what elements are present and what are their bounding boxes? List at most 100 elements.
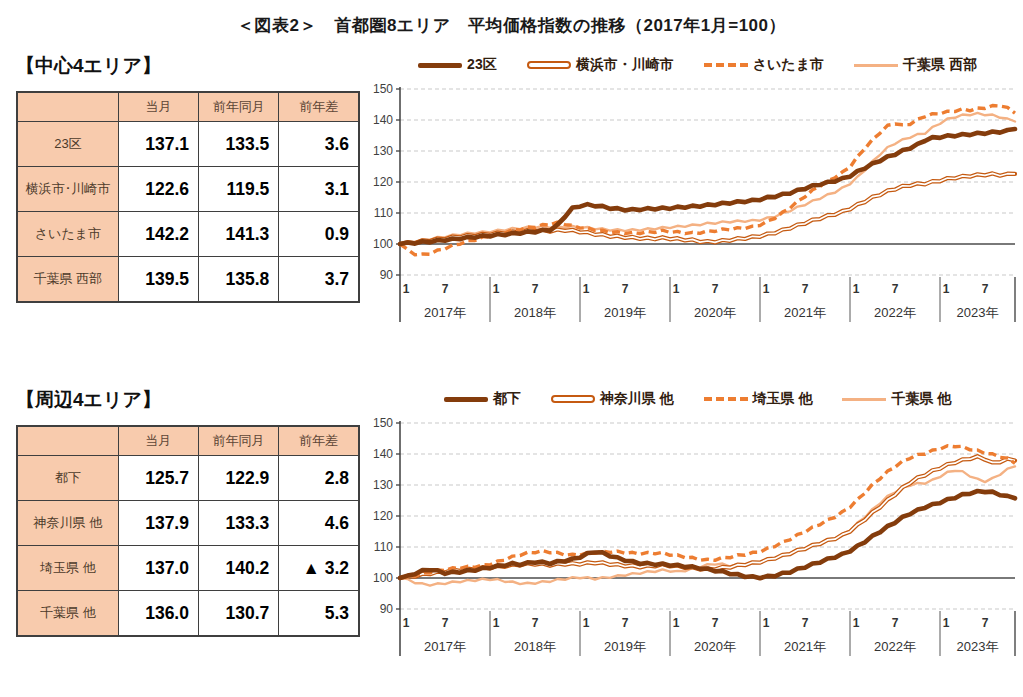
col-header-prev-year-month: 前年同月 [199, 92, 279, 122]
row-label: 横浜市･川崎市 [17, 167, 118, 212]
legend-label: 神奈川県 他 [600, 390, 674, 408]
central-price-index-chart: 90100110120130140150172017年172018年172019… [370, 79, 1023, 327]
axis-label: 7 [892, 616, 899, 630]
row-label: 神奈川県 他 [17, 501, 118, 546]
table-row: 神奈川県 他 137.9 133.3 4.6 [17, 501, 359, 546]
central-section-heading: 【中心4エリア】 [16, 53, 360, 79]
surrounding-left-column: 【周辺4エリア】 当月 前年同月 前年差 都下 125.7 122.9 2.8 … [16, 387, 360, 665]
axis-label: 2021年 [784, 639, 826, 654]
surrounding-area-table: 当月 前年同月 前年差 都下 125.7 122.9 2.8 神奈川県 他 13… [16, 425, 360, 637]
axis-label: 2018年 [514, 305, 556, 320]
legend-item: 横浜市・川崎市 [527, 56, 674, 74]
table-header-row: 当月 前年同月 前年差 [17, 426, 359, 456]
table-corner-cell [17, 426, 118, 456]
legend-item: さいたま市 [704, 56, 824, 74]
axis-label: 7 [442, 282, 449, 296]
axis-label: 7 [982, 282, 989, 296]
axis-label: 2022年 [874, 305, 916, 320]
axis-label: 90 [380, 602, 394, 616]
axis-label: 2018年 [514, 639, 556, 654]
axis-label: 1 [493, 616, 500, 630]
central-area-table: 当月 前年同月 前年差 23区 137.1 133.5 3.6 横浜市･川崎市 … [16, 91, 360, 303]
value-prev-year: 133.5 [199, 122, 279, 167]
col-header-current-month: 当月 [118, 92, 198, 122]
value-current: 136.0 [118, 591, 198, 637]
table-row: 千葉県 他 136.0 130.7 5.3 [17, 591, 359, 637]
legend-thin-line-swatch [842, 398, 886, 401]
value-current: 125.7 [118, 456, 198, 501]
axis-label: 1 [403, 282, 410, 296]
legend-label: 23区 [467, 56, 497, 74]
legend-item: 神奈川県 他 [551, 390, 674, 408]
value-current: 137.1 [118, 122, 198, 167]
axis-label: 7 [802, 616, 809, 630]
legend-label: 横浜市・川崎市 [576, 56, 674, 74]
axis-label: 2017年 [424, 639, 466, 654]
legend-double-line-swatch [551, 395, 595, 403]
section-central-areas: 【中心4エリア】 当月 前年同月 前年差 23区 137.1 133.5 3.6… [0, 53, 1023, 331]
col-header-yoy-diff: 前年差 [279, 92, 359, 122]
axis-label: 7 [982, 616, 989, 630]
axis-label: 7 [892, 282, 899, 296]
axis-label: 90 [380, 268, 394, 282]
surrounding-section-heading: 【周辺4エリア】 [16, 387, 360, 413]
axis-label: 140 [373, 447, 393, 461]
table-row: 都下 125.7 122.9 2.8 [17, 456, 359, 501]
axis-label: 1 [673, 282, 680, 296]
value-current: 137.9 [118, 501, 198, 546]
legend-dashed-line-swatch [704, 397, 748, 401]
col-header-yoy-diff: 前年差 [279, 426, 359, 456]
value-current: 137.0 [118, 546, 198, 591]
central-chart-legend: 23区 横浜市・川崎市 さいたま市 千葉県 西部 [370, 53, 1023, 77]
legend-double-line-swatch [527, 61, 571, 69]
axis-label: 1 [763, 616, 770, 630]
central-left-column: 【中心4エリア】 当月 前年同月 前年差 23区 137.1 133.5 3.6… [16, 53, 360, 331]
legend-label: 埼玉県 他 [753, 390, 813, 408]
legend-item: 千葉県 西部 [854, 56, 977, 74]
value-diff: 3.1 [279, 167, 359, 212]
row-label: 都下 [17, 456, 118, 501]
surrounding-chart-legend: 都下神奈川県 他埼玉県 他千葉県 他 [370, 387, 1023, 411]
axis-label: 1 [583, 616, 590, 630]
axis-label: 1 [853, 282, 860, 296]
col-header-current-month: 当月 [118, 426, 198, 456]
legend-thick-line-swatch [418, 63, 462, 68]
axis-label: 7 [622, 616, 629, 630]
axis-label: 100 [373, 571, 393, 585]
value-prev-year: 119.5 [199, 167, 279, 212]
value-diff: 5.3 [279, 591, 359, 637]
legend-item: 23区 [418, 56, 497, 74]
value-prev-year: 141.3 [199, 212, 279, 257]
legend-label: 都下 [493, 390, 521, 408]
legend-label: さいたま市 [753, 56, 824, 74]
central-chart-area: 23区横浜市・川崎市さいたま市千葉県 西部 901001101201301401… [370, 53, 1023, 331]
table-row: 埼玉県 他 137.0 140.2 ▲ 3.2 [17, 546, 359, 591]
axis-label: 150 [373, 416, 393, 430]
axis-label: 2020年 [694, 305, 736, 320]
axis-label: 2017年 [424, 305, 466, 320]
table-row: さいたま市 142.2 141.3 0.9 [17, 212, 359, 257]
value-current: 139.5 [118, 257, 198, 303]
table-row: 横浜市･川崎市 122.6 119.5 3.1 [17, 167, 359, 212]
axis-label: 100 [373, 237, 393, 251]
value-prev-year: 140.2 [198, 546, 278, 591]
axis-label: 110 [374, 206, 393, 220]
value-diff: ▲ 3.2 [279, 546, 359, 591]
axis-label: 150 [373, 82, 393, 96]
axis-label: 110 [374, 540, 393, 554]
table-corner-cell [17, 92, 118, 122]
axis-label: 7 [442, 616, 449, 630]
row-label: 千葉県 他 [17, 591, 118, 637]
axis-label: 2019年 [604, 639, 646, 654]
legend-thick-line-swatch [444, 397, 488, 402]
axis-label: 1 [943, 282, 950, 296]
axis-label: 120 [373, 175, 393, 189]
value-diff: 0.9 [279, 212, 359, 257]
axis-label: 1 [763, 282, 770, 296]
axis-label: 2021年 [784, 305, 826, 320]
legend-dashed-line-swatch [704, 63, 748, 67]
value-prev-year: 130.7 [198, 591, 278, 637]
table-row: 千葉県 西部 139.5 135.8 3.7 [17, 257, 359, 303]
axis-label: 1 [583, 282, 590, 296]
table-header-row: 当月 前年同月 前年差 [17, 92, 359, 122]
